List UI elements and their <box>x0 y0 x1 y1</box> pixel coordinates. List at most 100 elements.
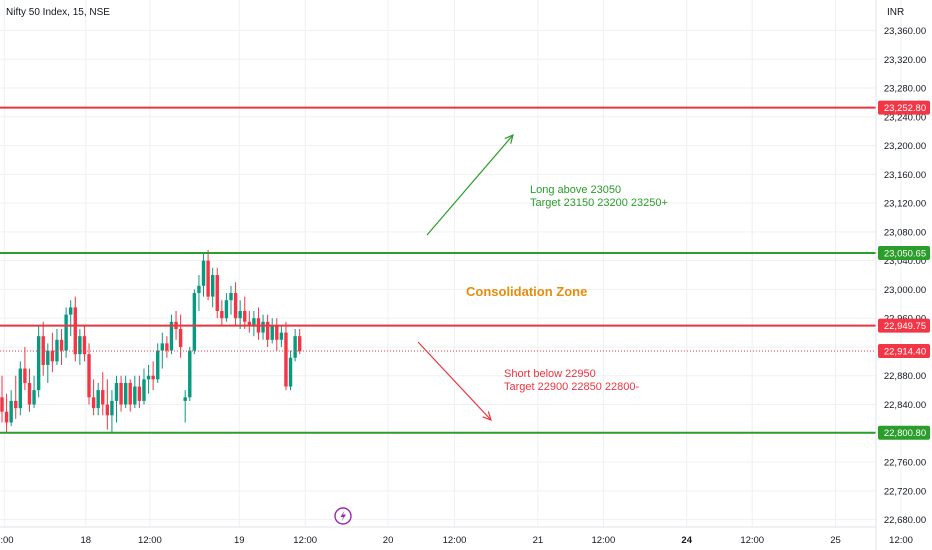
x-tick-label: 19 <box>234 535 245 546</box>
short-annotation-line2: Target 22900 22850 22800- <box>504 381 640 393</box>
long-arrow <box>426 133 514 236</box>
x-tick-label: 25 <box>830 535 841 546</box>
candle-body <box>210 275 215 297</box>
candle-body <box>32 390 36 405</box>
candle-down <box>247 311 252 333</box>
candle-body <box>188 350 192 398</box>
y-tick-label: 23,160.00 <box>884 170 926 181</box>
candle-up <box>123 375 128 409</box>
candle-body <box>215 275 219 312</box>
level-price-label: 23,050.65 <box>884 249 926 260</box>
candle-down <box>137 375 142 409</box>
candle-down <box>23 346 27 391</box>
candle-body <box>46 350 50 365</box>
candle-up <box>224 293 229 322</box>
candle-up <box>36 325 41 398</box>
candle-body <box>183 397 187 401</box>
candle-body <box>9 400 13 423</box>
candle-down <box>4 393 9 434</box>
candle-down <box>87 343 91 405</box>
candle-down <box>220 300 224 326</box>
candle-up <box>183 390 187 423</box>
candle-body <box>110 400 114 416</box>
candle-up <box>192 289 197 355</box>
chart-title: Nifty 50 Index, 15, NSE <box>6 7 110 18</box>
candle-body <box>96 390 100 409</box>
candle-body <box>275 325 279 340</box>
price-levels <box>0 106 876 434</box>
candle-up <box>201 253 206 297</box>
tradingview-logo-icon[interactable] <box>334 507 352 525</box>
candle-body <box>73 307 77 355</box>
candle-down <box>215 267 219 319</box>
candle-up <box>169 314 174 355</box>
candle-body <box>14 400 18 409</box>
candle-down <box>91 379 96 416</box>
current-price-label: 22,914.40 <box>884 346 926 357</box>
candle-up <box>261 314 265 340</box>
level-price-badge <box>878 100 930 115</box>
candle-body <box>252 318 256 326</box>
candle-up <box>69 300 73 337</box>
candle-body <box>146 375 151 380</box>
candle-body <box>201 260 206 286</box>
candle-up <box>146 364 151 394</box>
candle-up <box>96 382 100 416</box>
arrow-shaft <box>417 341 492 421</box>
candle-body <box>298 336 302 352</box>
level-price-label: 22,949.75 <box>884 321 926 332</box>
candle-body <box>59 339 64 351</box>
candle-up <box>270 318 274 344</box>
candle-down <box>298 328 302 355</box>
candle-down <box>151 361 155 391</box>
arrow-head <box>504 133 514 144</box>
x-tick-label: 12:00 <box>443 535 467 546</box>
candle-body <box>261 321 265 333</box>
candle-up <box>64 307 68 358</box>
candle-up <box>238 300 242 329</box>
candle-up <box>197 275 201 312</box>
candle-body <box>87 354 91 398</box>
candle-down <box>101 372 105 416</box>
grid-lines <box>0 0 902 527</box>
candle-body <box>137 386 142 401</box>
candle-up <box>188 346 192 401</box>
candle-body <box>101 390 105 405</box>
candle-body <box>78 336 82 355</box>
candle-up <box>288 350 293 391</box>
candle-body <box>229 293 233 301</box>
candle-body <box>64 314 68 351</box>
candle-body <box>224 300 229 319</box>
candle-down <box>206 249 210 301</box>
x-tick-label: 24 <box>681 535 692 546</box>
candle-down <box>14 375 18 419</box>
price-axis[interactable]: 23,360.0023,320.0023,280.0023,240.0023,2… <box>878 26 930 526</box>
candle-down <box>265 314 270 347</box>
candle-body <box>284 332 288 387</box>
candle-up <box>32 375 36 409</box>
candle-down <box>50 332 55 373</box>
candle-body <box>123 382 128 405</box>
y-tick-label: 23,320.00 <box>884 55 926 66</box>
candle-body <box>178 328 183 347</box>
y-tick-label: 22,720.00 <box>884 486 926 497</box>
candle-body <box>27 382 32 405</box>
time-axis[interactable]: 2:00 18 12:00 19 12:00 20 12:00 21 12:00 24 12:00 2… <box>0 535 932 546</box>
candle-body <box>238 311 242 319</box>
candle-body <box>128 382 132 405</box>
candle-down <box>0 375 4 423</box>
candle-up <box>279 325 284 347</box>
candle-body <box>197 285 201 294</box>
candle-up <box>110 390 114 434</box>
candle-up <box>229 285 233 315</box>
candle-body <box>50 350 55 362</box>
y-tick-label: 23,000.00 <box>884 285 926 296</box>
candle-down <box>275 318 279 351</box>
candle-down <box>128 379 132 412</box>
candle-body <box>288 357 293 387</box>
candle-down <box>165 336 169 358</box>
y-tick-label: 22,840.00 <box>884 400 926 411</box>
candle-body <box>243 311 247 322</box>
currency-label: INR <box>887 7 904 18</box>
